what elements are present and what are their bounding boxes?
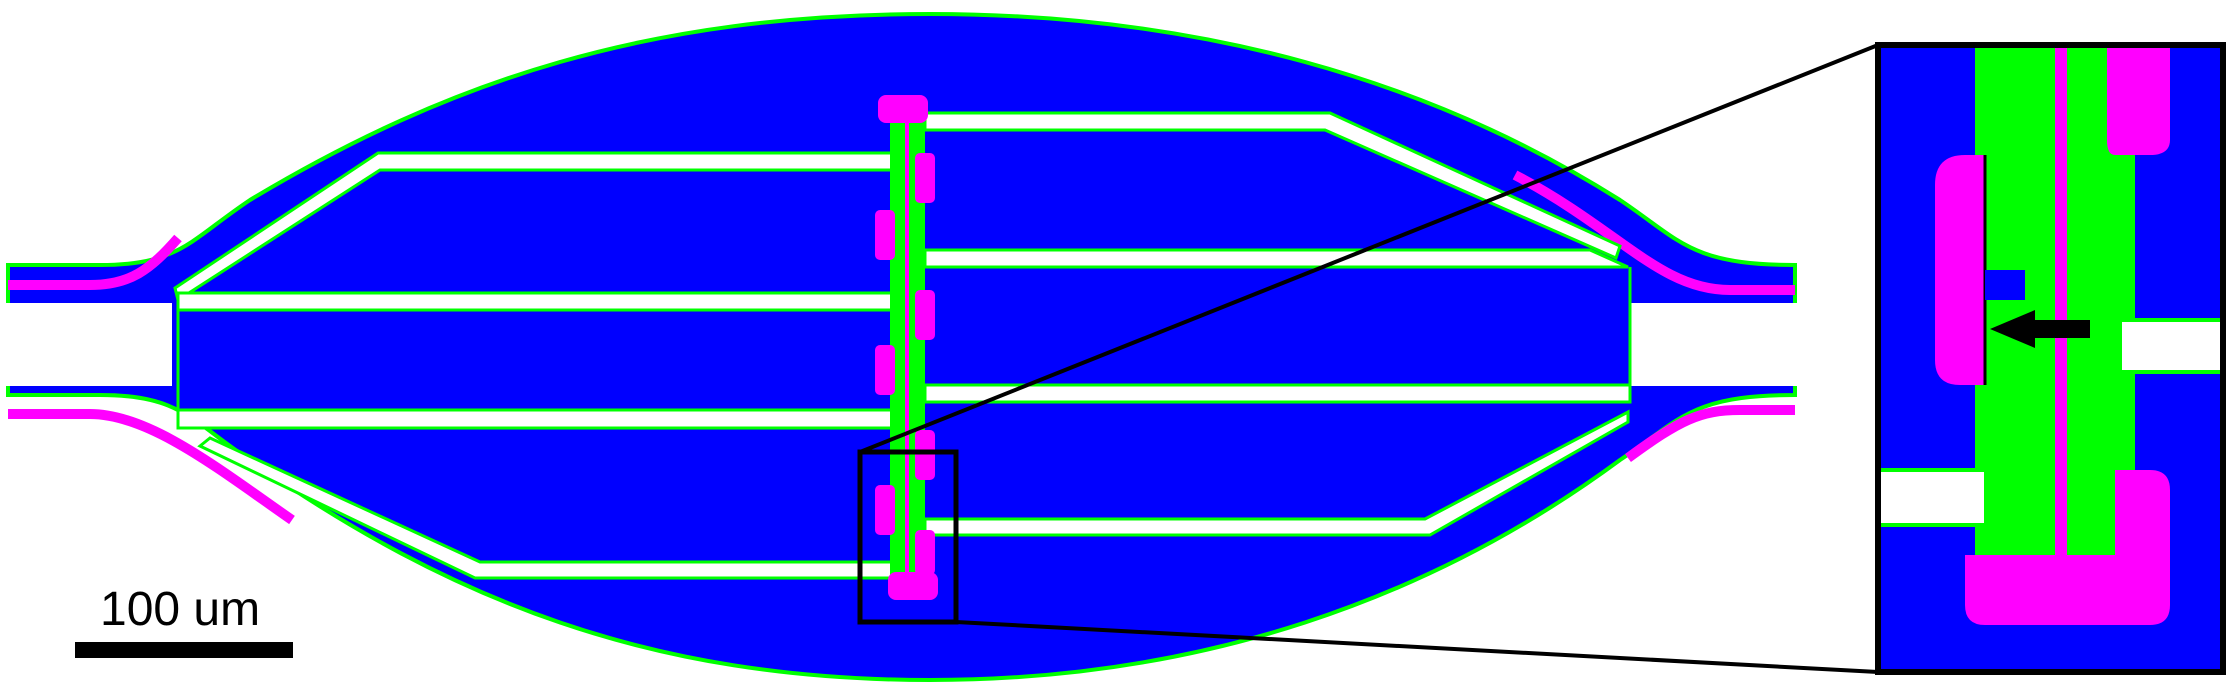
stripe-upper-right [1512,170,1795,295]
left-arrow-icon [1990,310,2090,348]
right-finger-2 [923,248,1629,269]
center-spine [875,95,938,600]
spine-pad-top [878,95,928,123]
left-finger-2 [176,291,897,312]
right-fingers [923,111,1632,537]
center-right-gap [1630,303,1810,386]
zoom-selection-box [857,449,959,625]
center-left-gap [0,303,172,386]
stripe-lower-left [8,409,295,525]
left-finger-3 [176,408,897,430]
zoom-connectors [859,43,1879,674]
scale-bar [75,642,293,658]
zoom-inset [1875,42,2226,675]
stripe-upper-left [8,234,182,290]
right-finger-3 [923,383,1632,404]
waveguide-stripes [8,170,1795,525]
inset-border [1875,42,2226,675]
scale-bar-label: 100 um [100,583,261,636]
finger-edges [176,267,1632,428]
stripe-lower-right [1625,405,1795,463]
spine-pad-bottom [888,572,938,600]
